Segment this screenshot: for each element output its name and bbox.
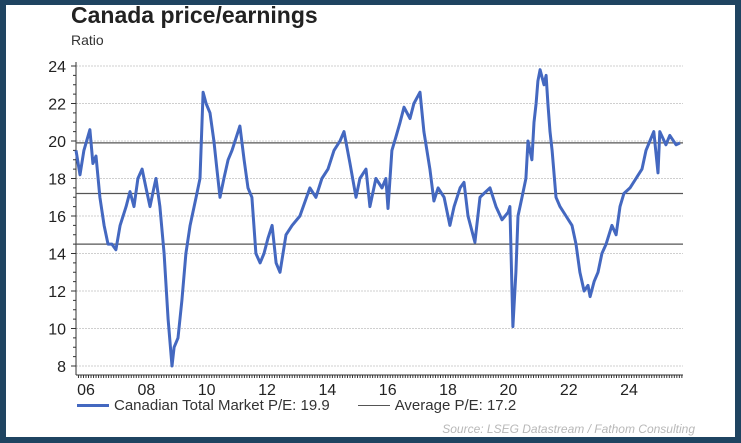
- y-tick-label: 8: [57, 359, 66, 376]
- x-tick-label: 12: [258, 382, 276, 399]
- y-tick-label: 18: [48, 172, 66, 189]
- x-tick-label: 16: [379, 382, 397, 399]
- legend: Canadian Total Market P/E: 19.9 Average …: [77, 397, 516, 414]
- x-tick-label: 22: [560, 382, 578, 399]
- pe-series-line: [74, 68, 681, 368]
- x-tick-label: 20: [499, 382, 517, 399]
- y-tick-label: 16: [48, 209, 66, 226]
- y-axis-unit: Ratio: [71, 32, 104, 48]
- y-tick-label: 24: [48, 59, 66, 76]
- x-tick-label: 24: [620, 382, 638, 399]
- legend-label-average: Average P/E: 17.2: [394, 397, 517, 414]
- x-tick-label: 10: [198, 382, 216, 399]
- x-tick-label: 08: [137, 382, 155, 399]
- x-tick-label: 06: [77, 382, 95, 399]
- y-tick-label: 14: [48, 247, 66, 264]
- legend-swatch-pe: [77, 404, 109, 407]
- x-tick-label: 14: [318, 382, 336, 399]
- legend-label-pe: Canadian Total Market P/E: 19.9: [114, 397, 330, 414]
- legend-swatch-average: [357, 405, 390, 406]
- y-tick-label: 10: [48, 322, 66, 339]
- chart-frame: [6, 5, 735, 437]
- y-tick-label: 22: [48, 97, 66, 114]
- y-tick-label: 12: [48, 284, 66, 301]
- y-tick-label: 20: [48, 134, 66, 151]
- chart-title: Canada price/earnings: [71, 2, 318, 28]
- x-tick-label: 18: [439, 382, 457, 399]
- source-note: Source: LSEG Datastream / Fathom Consult…: [442, 422, 695, 436]
